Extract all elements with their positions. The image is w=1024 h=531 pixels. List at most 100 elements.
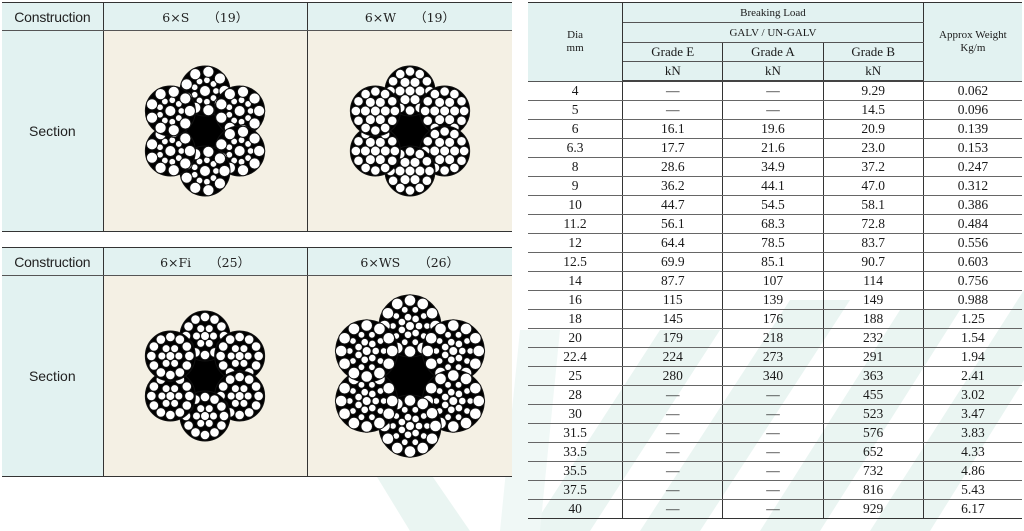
- grade-e-cell: —: [622, 499, 724, 519]
- grade-a-cell: 139: [722, 290, 824, 310]
- grade-b-cell: 23.0: [823, 138, 924, 158]
- dia-cell: 16: [528, 290, 624, 310]
- grade-e-cell: 87.7: [622, 271, 724, 291]
- grade-b-cell: 58.1: [823, 195, 924, 215]
- construction-name-cell: 6×WS （26）: [307, 247, 512, 276]
- weight-cell: 0.386: [923, 195, 1022, 215]
- grade-e-cell: 16.1: [622, 119, 724, 139]
- grade-e-cell: 179: [622, 328, 724, 348]
- grade-e-cell: 145: [622, 309, 724, 329]
- dia-cell: 4: [528, 81, 624, 101]
- grade-e-cell: 280: [622, 366, 724, 386]
- table-row: 35.5— —732 4.86: [528, 461, 1022, 481]
- wire-count: （25）: [209, 255, 251, 270]
- construction-name-cell: 6×S （19）: [103, 2, 308, 31]
- table-row: 6 16.1 19.6 20.9 0.139: [528, 119, 1022, 139]
- table-row: 33.5— —652 4.33: [528, 442, 1022, 462]
- grade-b-cell: 149: [823, 290, 924, 310]
- grade-e-cell: 224: [622, 347, 724, 367]
- table-row: 37.5— —816 5.43: [528, 480, 1022, 500]
- dia-cell: 28: [528, 385, 624, 405]
- construction-name: 6×S: [162, 10, 190, 25]
- dia-unit: mm: [566, 41, 584, 54]
- weight-cell: 6.17: [961, 501, 985, 516]
- dia-cell: 9: [528, 176, 624, 196]
- grade-b-cell: 232: [823, 328, 924, 348]
- table-row: 11.2 56.1 68.3 72.8 0.484: [528, 214, 1022, 234]
- grade-b-cell: 816: [823, 480, 924, 500]
- construction-name-cell: 6×Fi （25）: [103, 247, 308, 276]
- dia-cell: 33.5: [528, 442, 624, 462]
- weight-cell: 0.153: [923, 138, 1022, 158]
- dia-header: Dia mm: [528, 2, 624, 82]
- grade-b-cell: 523: [823, 404, 924, 424]
- grade-a-cell: 44.1: [722, 176, 824, 196]
- weight-cell: 3.47: [923, 404, 1022, 424]
- table-row: 20 179 218 232 1.54: [528, 328, 1022, 348]
- grade-e-cell: —: [622, 442, 724, 462]
- dia-cell: 18: [528, 309, 624, 329]
- weight-unit: Kg/m: [960, 41, 986, 54]
- grade-a-cell: 340: [722, 366, 824, 386]
- grade-e-cell: —: [622, 385, 724, 405]
- table-row: 16 115 139 149 0.988: [528, 290, 1022, 310]
- weight-cell: 0.096: [923, 100, 1022, 120]
- weight-cell: 1.54: [923, 328, 1022, 348]
- dia-cell: 5: [528, 100, 624, 120]
- grade-b-cell: 652: [823, 442, 924, 462]
- table-row: 18 145 176 188 1.25: [528, 309, 1022, 329]
- grade-e-header: Grade E: [622, 42, 724, 62]
- construction-table-2: Construction 6×Fi （25） 6×WS （26） Section: [2, 247, 512, 477]
- grade-b-cell: 72.8: [823, 214, 924, 234]
- section-label: Section: [2, 275, 104, 477]
- wire-count: （19）: [207, 10, 249, 25]
- grade-a-cell: 34.9: [722, 157, 824, 177]
- table-row: 31.5— —576 3.83: [528, 423, 1022, 443]
- wire-count: （26）: [418, 255, 460, 270]
- weight-cell: 4.33: [923, 442, 1022, 462]
- grade-a-cell: 68.3: [722, 214, 824, 234]
- weight-header: Approx Weight Kg/m: [923, 2, 1022, 82]
- breaking-load-table: Dia mm Breaking Load Approx Weight Kg/m …: [528, 2, 1022, 519]
- dia-cell: 14: [528, 271, 624, 291]
- grade-e-cell: —: [622, 461, 724, 481]
- grade-e-cell: —: [622, 423, 724, 443]
- construction-name: 6×Fi: [160, 255, 192, 270]
- table-row: 30— —523 3.47: [528, 404, 1022, 424]
- grade-e-cell: —: [622, 480, 724, 500]
- dia-cell: 40: [528, 499, 624, 519]
- breaking-load-header: Breaking Load: [622, 2, 924, 23]
- grade-b-cell: 47.0: [823, 176, 924, 196]
- dia-cell: 10: [528, 195, 624, 215]
- grade-e-cell: 17.7: [622, 138, 724, 158]
- grade-a-cell: 19.6: [722, 119, 824, 139]
- dia-cell: 25: [528, 366, 624, 386]
- grade-b-cell: 90.7: [823, 252, 924, 272]
- table-row: 25 280 340 363 2.41: [528, 366, 1022, 386]
- grade-b-cell: 455: [823, 385, 924, 405]
- dia-cell: 22.4: [528, 347, 624, 367]
- grade-b-unit: kN: [823, 61, 924, 82]
- dia-label: Dia: [567, 28, 584, 41]
- wire-count: （19）: [414, 10, 455, 25]
- weight-cell: 0.247: [923, 157, 1022, 177]
- construction-name-cell: 6×W （19）: [307, 2, 512, 31]
- weight-cell: 3.02: [923, 385, 1022, 405]
- grade-e-unit: kN: [622, 61, 724, 82]
- table-row: 6.3 17.7 21.6 23.0 0.153: [528, 138, 1022, 158]
- rope-6xWS-26-icon: [334, 294, 485, 458]
- section-label: Section: [2, 30, 104, 232]
- grade-e-cell: —: [622, 81, 724, 101]
- galv-header: GALV / UN-GALV: [622, 22, 924, 43]
- dia-cell: 6: [528, 119, 624, 139]
- grade-a-cell: —: [722, 423, 824, 443]
- grade-e-cell: —: [622, 100, 724, 120]
- grade-a-cell: 54.5: [722, 195, 824, 215]
- dia-cell: 37.5: [528, 480, 624, 500]
- grade-b-cell: 9.29: [823, 81, 924, 101]
- construction-name: 6×W: [364, 10, 397, 25]
- weight-cell: 1.94: [923, 347, 1022, 367]
- grade-a-cell: —: [722, 81, 824, 101]
- table-row: 10 44.7 54.5 58.1 0.386: [528, 195, 1022, 215]
- grade-a-cell: 273: [722, 347, 824, 367]
